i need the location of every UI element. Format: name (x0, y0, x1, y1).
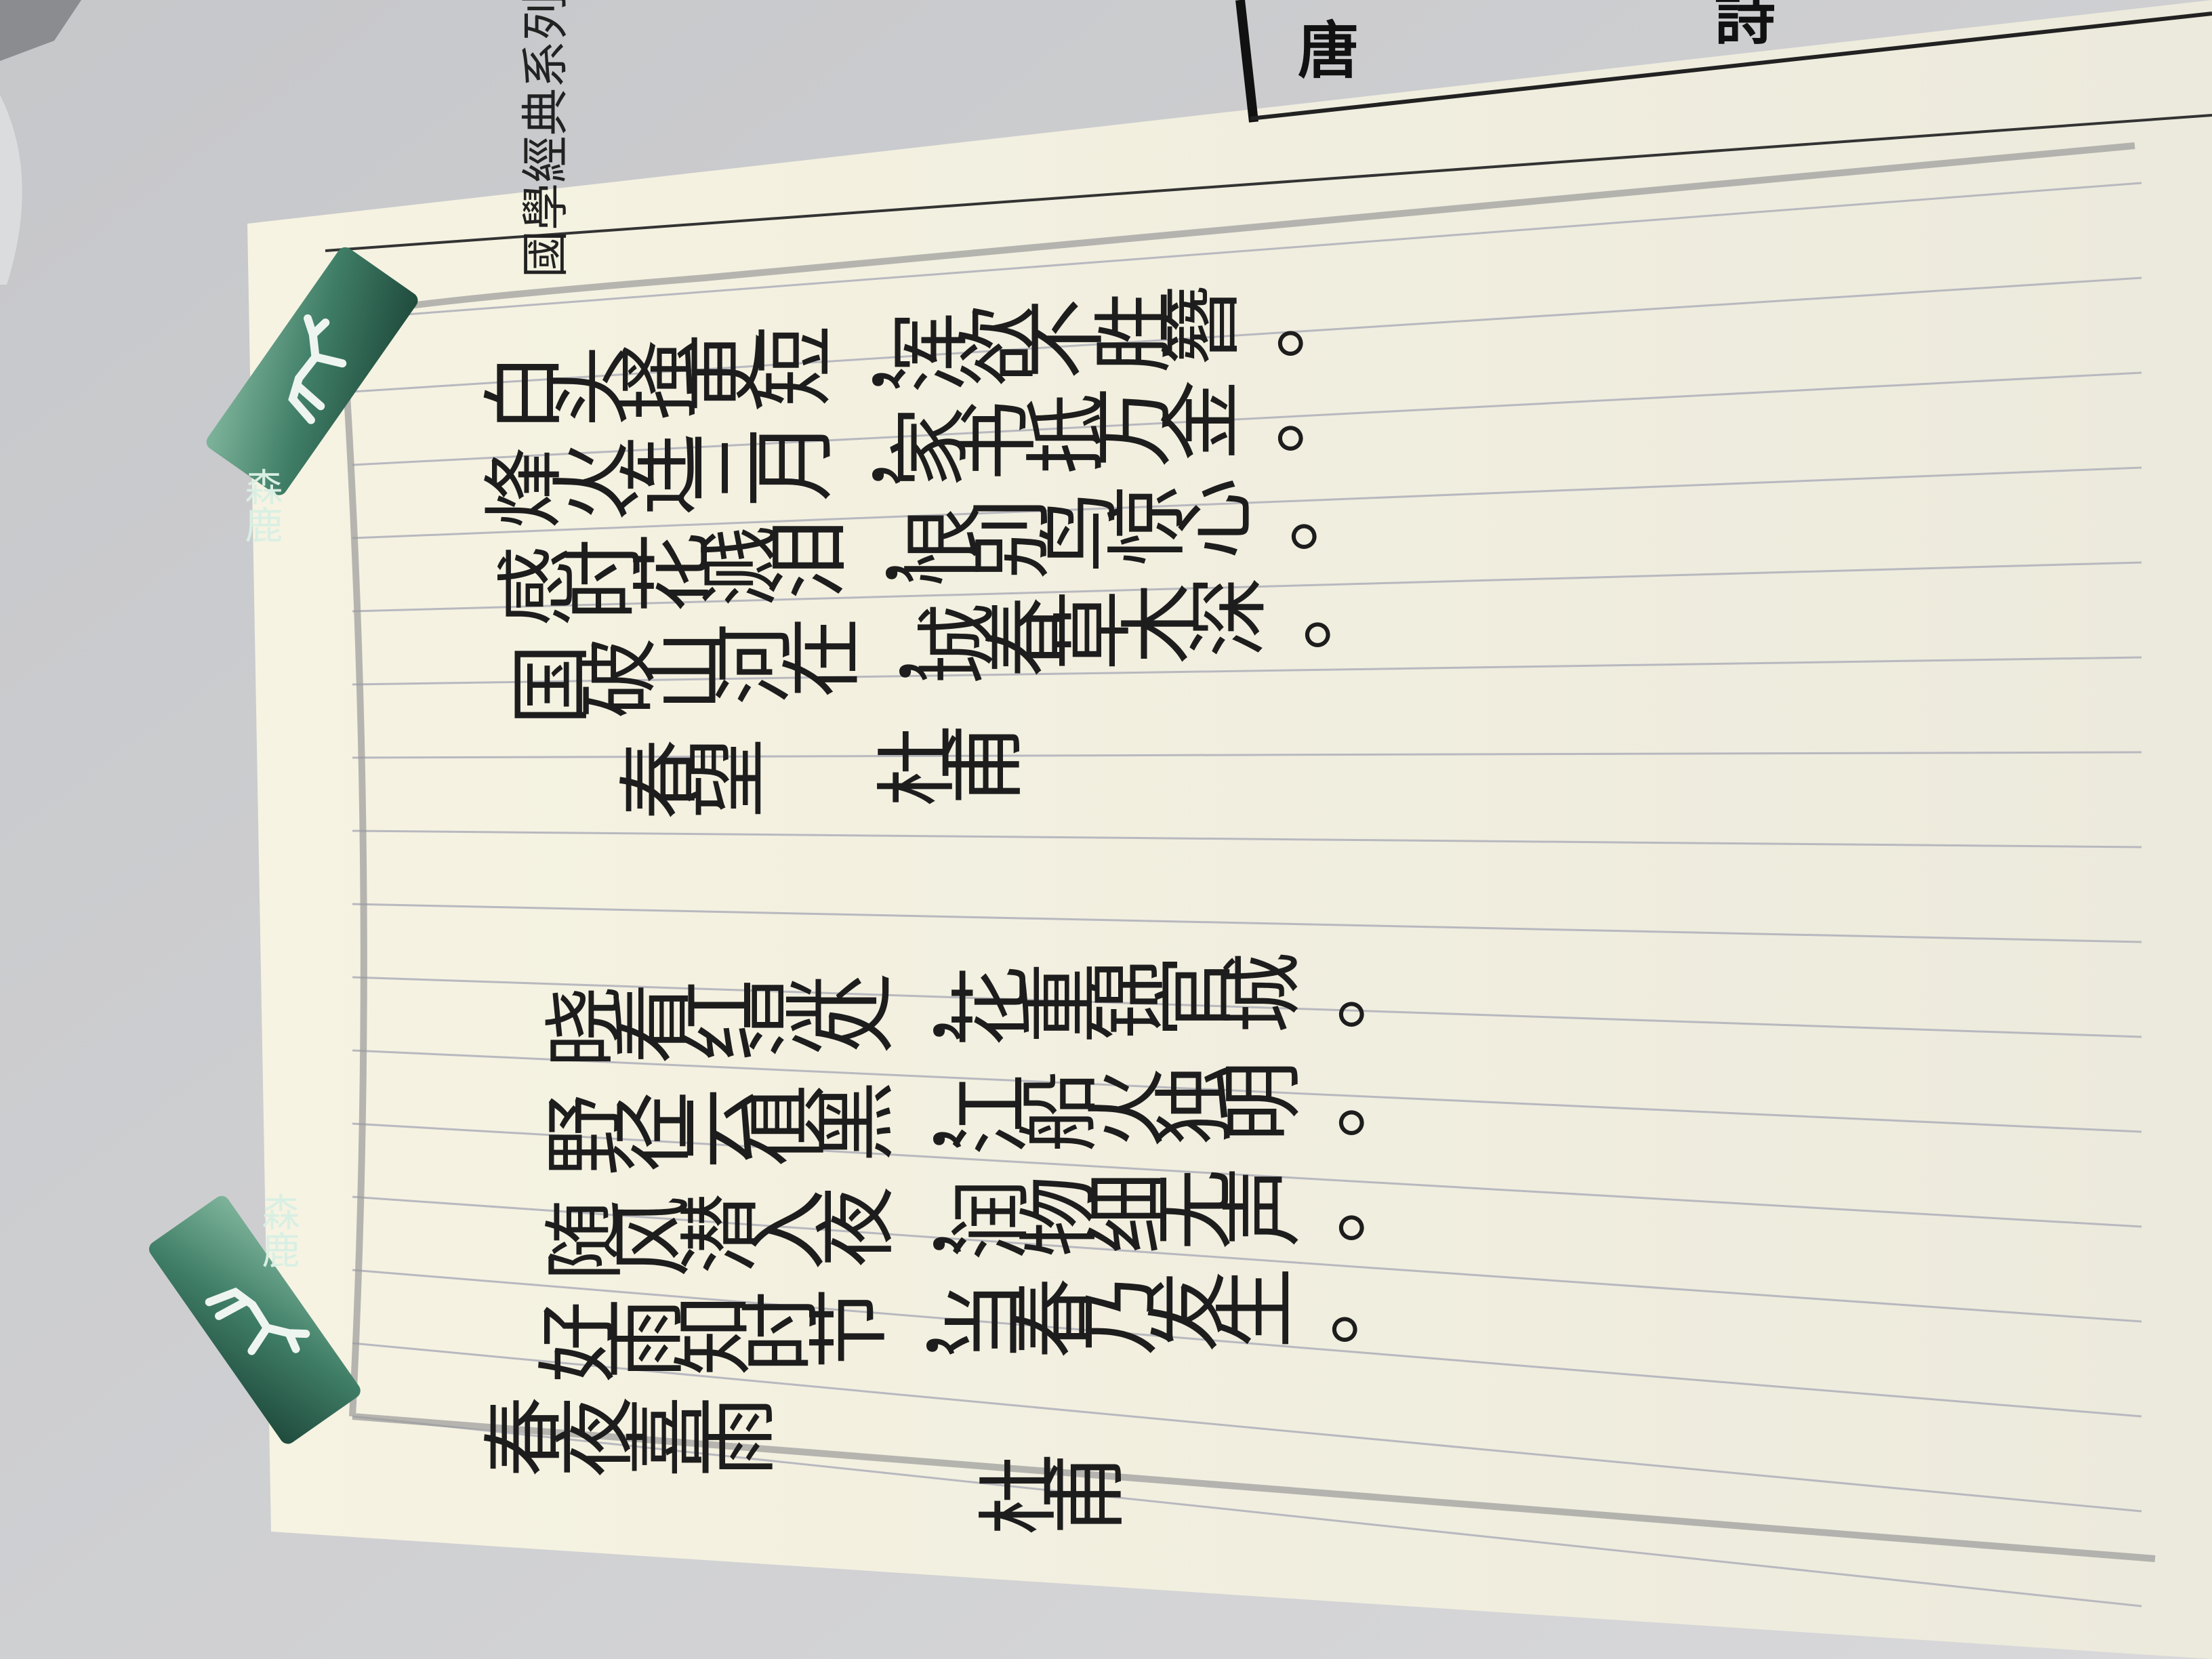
poem-line-char: 。 (1223, 373, 1317, 454)
ruled-line (352, 276, 2142, 393)
ruled-line (352, 830, 2142, 848)
bookmark-bottom[interactable] (146, 1193, 363, 1447)
ruled-line (352, 466, 2142, 539)
poem-line-char: 。 (1284, 949, 1378, 1030)
ruled-line (352, 656, 2142, 686)
deer-silhouette-icon (288, 314, 347, 424)
ruled-line (352, 1415, 2142, 1607)
poem-title-char: 雨 (691, 1396, 785, 1477)
bookmark-bottom-label: 森鹿 (255, 1193, 300, 1269)
series-label-char: 列 (518, 0, 573, 41)
ruled-line (352, 1195, 2142, 1323)
ruled-line (352, 1122, 2142, 1228)
paper-sheet (247, 0, 2212, 1659)
poem-line-char: 。 (1237, 471, 1331, 552)
ruled-line (352, 182, 2142, 320)
poem-line-char: 。 (1284, 1057, 1378, 1139)
ruled-lines (352, 182, 2142, 1607)
plastic-sleeve (0, 95, 22, 285)
bookmark-top[interactable] (203, 244, 421, 498)
ruled-line (352, 1342, 2142, 1513)
ruled-line (352, 903, 2142, 943)
poem-line-char: 。 (1277, 1264, 1372, 1345)
deer-silhouette-icon (205, 1287, 310, 1355)
poem-title-char: 望 (681, 737, 775, 819)
corner-text-shi: 詩 (1715, 0, 1776, 53)
corner-text-tang: 唐 (1298, 15, 1359, 87)
ruled-line (352, 751, 2142, 759)
poem-line-char: 。 (1250, 569, 1345, 651)
poem-author-char: 甫 (939, 724, 1033, 805)
poem-line-char: 。 (1223, 278, 1317, 359)
poem-line-char: 。 (1284, 1162, 1378, 1244)
ruled-line (352, 561, 2142, 613)
bookmark-top-label: 森鹿 (239, 468, 283, 544)
poem-author-char: 甫 (1040, 1454, 1134, 1535)
ruled-line (352, 371, 2142, 466)
ruled-line (352, 976, 2142, 1038)
page-header-rule (1250, 12, 2212, 121)
desk-object (0, 0, 81, 61)
ruled-line (352, 1269, 2142, 1418)
ruled-line (352, 1049, 2142, 1133)
page-divider (1235, 0, 1258, 123)
header-rule (325, 114, 2212, 252)
